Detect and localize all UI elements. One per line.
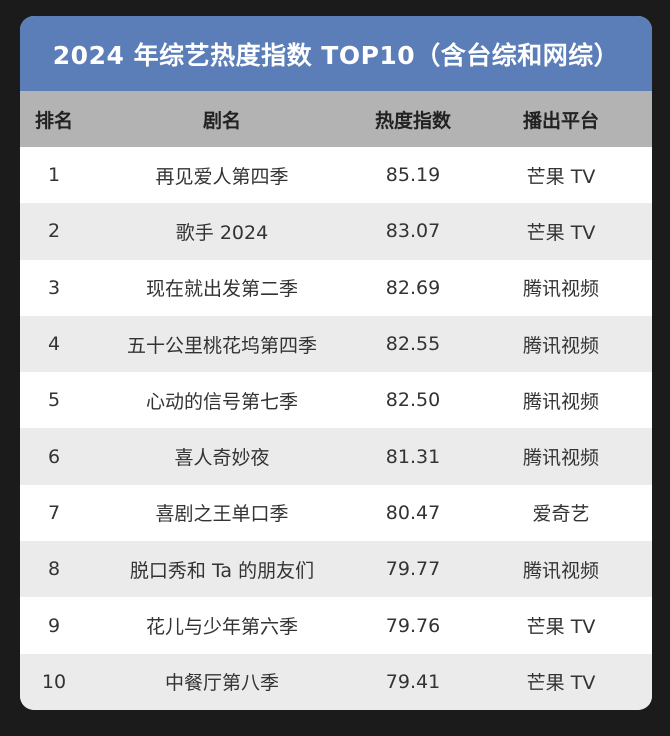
- table-row: 2 歌手 2024 83.07 芒果 TV: [20, 203, 652, 260]
- cell-rank: 9: [47, 614, 61, 637]
- table-row: 1 再见爱人第四季 85.19 芒果 TV: [20, 147, 652, 204]
- cell-score: 79.41: [385, 670, 441, 693]
- table-row: 9 花儿与少年第六季 79.76 芒果 TV: [20, 597, 652, 654]
- cell-score: 85.19: [385, 164, 441, 187]
- cell-platform: 芒果 TV: [526, 616, 596, 639]
- cell-platform: 腾讯视频: [522, 334, 599, 357]
- table-row: 8 脱口秀和 Ta 的朋友们 79.77 腾讯视频: [20, 541, 652, 598]
- table-row: 4 五十公里桃花坞第四季 82.55 腾讯视频: [20, 315, 652, 373]
- cell-name: 花儿与少年第六季: [145, 616, 298, 639]
- table-row: 3 现在就出发第二季 82.69 腾讯视频: [20, 259, 652, 316]
- cell-platform: 腾讯视频: [522, 447, 599, 470]
- cell-name: 中餐厅第八季: [164, 672, 279, 695]
- ranking-table: 排名 剧名 热度指数 播出平台 1 再见爱人第四季 85.19 芒果 TV 2 …: [20, 91, 652, 710]
- cell-platform: 腾讯视频: [522, 559, 599, 582]
- cell-name: 再见爱人第四季: [155, 165, 289, 188]
- cell-rank: 8: [47, 558, 61, 581]
- cell-rank: 1: [47, 164, 61, 187]
- table-row: 7 喜剧之王单口季 80.47 爱奇艺: [20, 484, 652, 542]
- cell-platform: 爱奇艺: [532, 503, 590, 526]
- cell-score: 79.77: [385, 558, 441, 581]
- cell-rank: 7: [47, 501, 61, 524]
- cell-name: 喜剧之王单口季: [155, 503, 289, 526]
- cell-rank: 10: [41, 670, 67, 693]
- cell-rank: 5: [47, 389, 61, 412]
- cell-platform: 芒果 TV: [526, 672, 596, 695]
- table-title: 2024 年综艺热度指数 TOP10（含台综和网综）: [20, 16, 652, 91]
- cell-platform: 腾讯视频: [522, 390, 599, 413]
- cell-name: 脱口秀和 Ta 的朋友们: [129, 559, 315, 582]
- cell-score: 80.47: [385, 501, 441, 524]
- cell-rank: 2: [47, 220, 61, 243]
- cell-score: 82.55: [385, 333, 441, 356]
- table-header-row: 排名 剧名 热度指数 播出平台: [20, 91, 652, 147]
- cell-name: 现在就出发第二季: [145, 278, 298, 301]
- header-name: 剧名: [202, 109, 241, 132]
- table-row: 6 喜人奇妙夜 81.31 腾讯视频: [20, 428, 652, 485]
- cell-platform: 芒果 TV: [526, 221, 596, 244]
- cell-name: 心动的信号第七季: [145, 390, 298, 413]
- cell-platform: 芒果 TV: [526, 165, 596, 188]
- cell-score: 82.69: [385, 276, 441, 299]
- cell-rank: 6: [47, 445, 61, 468]
- cell-rank: 3: [47, 276, 61, 299]
- cell-score: 79.76: [385, 614, 441, 637]
- table-row: 10 中餐厅第八季 79.41 芒果 TV: [20, 653, 652, 710]
- table-row: 5 心动的信号第七季 82.50 腾讯视频: [20, 372, 652, 429]
- cell-score: 82.50: [385, 389, 441, 412]
- cell-name: 喜人奇妙夜: [174, 447, 270, 470]
- header-rank: 排名: [34, 109, 73, 132]
- cell-score: 83.07: [385, 220, 441, 243]
- cell-name: 五十公里桃花坞第四季: [126, 334, 317, 357]
- header-platform: 播出平台: [522, 109, 599, 132]
- cell-name: 歌手 2024: [175, 221, 269, 244]
- cell-score: 81.31: [385, 445, 441, 468]
- header-score: 热度指数: [374, 109, 451, 132]
- cell-platform: 腾讯视频: [522, 278, 599, 301]
- cell-rank: 4: [47, 333, 61, 356]
- ranking-card: 2024 年综艺热度指数 TOP10（含台综和网综） 排名 剧名 热度指数 播出…: [20, 16, 652, 710]
